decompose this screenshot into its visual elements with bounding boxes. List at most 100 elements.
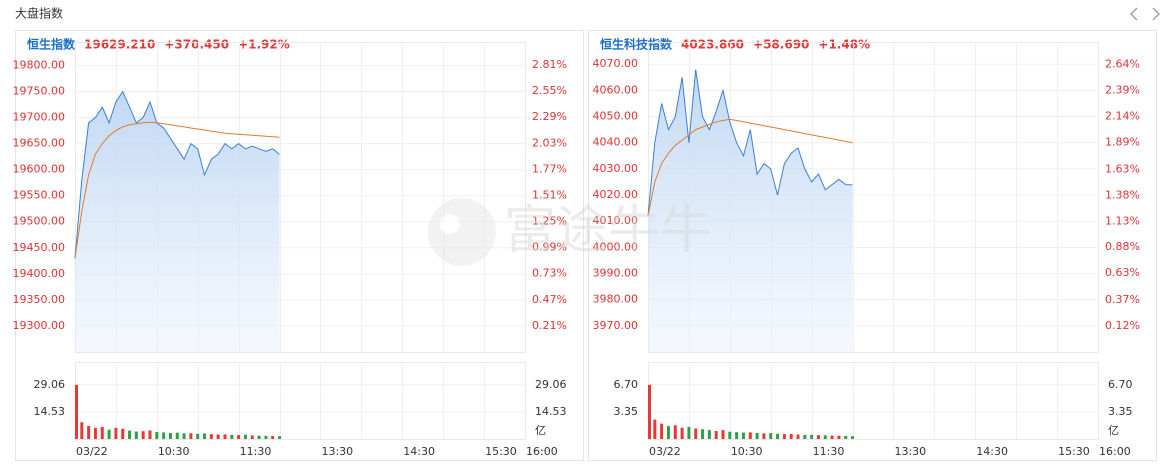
plot-frame [75, 42, 526, 353]
volume-bar [694, 428, 698, 439]
volume-bar [168, 433, 172, 439]
volume-bar [769, 433, 773, 439]
volume-bar [148, 430, 152, 439]
y2-tick-label: 0.73% [532, 267, 567, 280]
y2-tick-label: 0.12% [1105, 319, 1140, 332]
volume-bar [93, 427, 97, 439]
y-tick-label: 4030.00 [593, 162, 639, 175]
volume-bar [721, 430, 725, 439]
volume-bar [141, 431, 145, 439]
volume-bar [666, 426, 670, 439]
y-tick-label: 19550.00 [13, 189, 66, 202]
y-tick-label: 19500.00 [13, 215, 66, 228]
y-tick-label: 19800.00 [13, 58, 66, 71]
volume-bar [257, 435, 261, 439]
volume-bar [660, 423, 664, 439]
volume-tick-label: 3.35 [1108, 405, 1133, 418]
volume-bar [816, 435, 820, 439]
y-tick-label: 4000.00 [593, 240, 639, 253]
y2-tick-label: 0.88% [1105, 240, 1140, 253]
panel [15, 30, 584, 461]
volume-tick-label: 3.35 [614, 405, 639, 418]
panel [588, 30, 1157, 461]
volume-bar [837, 435, 841, 439]
quote-pct: +1.92% [238, 38, 290, 52]
volume-bar [175, 432, 179, 439]
y-tick-label: 19400.00 [13, 267, 66, 280]
volume-bar [735, 432, 739, 439]
quote-change: +370.450 [164, 38, 229, 52]
x-tick-label: 14:30 [976, 445, 1008, 458]
y2-tick-label: 1.89% [1105, 135, 1140, 148]
volume-bar [653, 419, 657, 439]
volume-bar [271, 436, 275, 439]
volume-bar [250, 435, 254, 439]
volume-bar [121, 428, 125, 439]
x-tick-label: 10:30 [731, 445, 763, 458]
price-line [647, 69, 853, 217]
y2-tick-label: 1.13% [1105, 214, 1140, 227]
y-tick-label: 19450.00 [13, 241, 66, 254]
volume-bar [223, 434, 227, 439]
quote-pct: +1.48% [818, 38, 870, 52]
y2-tick-label: 2.55% [532, 84, 567, 97]
y-tick-label: 4040.00 [593, 136, 639, 149]
volume-unit: 亿 [1108, 424, 1119, 437]
y-tick-label: 3980.00 [593, 293, 639, 306]
quote-price: 19629.210 [84, 38, 155, 52]
volume-bar [264, 435, 268, 439]
x-tick-label: 11:30 [813, 445, 845, 458]
y2-tick-label: 2.14% [1105, 109, 1140, 122]
volume-bar [278, 436, 282, 439]
volume-bar [776, 433, 780, 439]
volume-bar [810, 434, 814, 439]
next-arrow[interactable] [1152, 7, 1160, 21]
quote-price: 4023.860 [681, 38, 744, 52]
y-tick-label: 19600.00 [13, 163, 66, 176]
volume-bar [230, 434, 234, 439]
quote-change: +58.690 [753, 38, 809, 52]
y-tick-label: 19700.00 [13, 111, 66, 124]
volume-bar [796, 434, 800, 439]
price-area [75, 91, 280, 352]
volume-bar [830, 435, 834, 439]
volume-bar [823, 435, 827, 439]
prev-arrow[interactable] [1130, 7, 1138, 21]
y-tick-label: 3970.00 [593, 319, 639, 332]
y2-tick-label: 1.25% [532, 215, 567, 228]
y2-tick-label: 2.29% [532, 110, 567, 123]
x-tick-label: 03/22 [649, 445, 681, 458]
volume-bar [182, 433, 186, 439]
x-tick-label: 16:00 [1099, 445, 1131, 458]
volume-bar [107, 429, 111, 439]
volume-bar [237, 435, 241, 439]
x-tick-label: 11:30 [240, 445, 272, 458]
volume-tick-label: 14.53 [535, 405, 567, 418]
volume-bar [134, 431, 138, 439]
watermark: 富途牛牛 [428, 198, 712, 266]
y2-tick-label: 0.47% [532, 293, 567, 306]
y2-tick-label: 1.63% [1105, 162, 1140, 175]
volume-bar [851, 436, 855, 439]
volume-bar [209, 434, 213, 439]
y-tick-label: 4060.00 [593, 83, 639, 96]
y-tick-label: 19750.00 [13, 84, 66, 97]
y2-tick-label: 1.77% [532, 162, 567, 175]
volume-bar [803, 434, 807, 439]
volume-bar [128, 430, 132, 439]
price-area [648, 69, 853, 352]
volume-frame [75, 362, 526, 440]
y2-tick-label: 2.03% [532, 136, 567, 149]
price-line [74, 90, 280, 259]
x-tick-label: 13:30 [894, 445, 926, 458]
x-tick-label: 10:30 [158, 445, 190, 458]
watermark-text: 富途牛牛 [504, 201, 712, 261]
quote-title: 恒生科技指数 [600, 37, 673, 52]
y2-tick-label: 1.38% [1105, 188, 1140, 201]
volume-bar [80, 422, 84, 439]
volume-bar [687, 426, 691, 439]
average-line [647, 118, 853, 217]
volume-tick-label: 14.53 [34, 405, 66, 418]
volume-bar [75, 384, 78, 439]
volume-bar [189, 433, 193, 439]
